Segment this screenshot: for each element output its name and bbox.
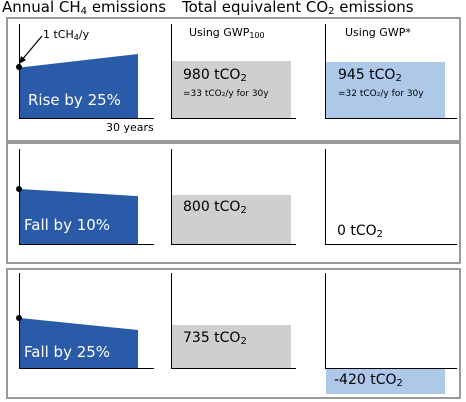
scenario-label-fall-25: Fall by 25% xyxy=(24,343,111,361)
gwpstar-note-rise: =32 tCO₂/y for 30y xyxy=(338,89,424,99)
initial-label-sub: 4 xyxy=(73,33,79,42)
annual-header-prefix: Annual CH xyxy=(2,0,81,16)
gwp100-x-axis xyxy=(171,244,296,245)
total-header-sub: 2 xyxy=(328,6,335,17)
gwpstar-value-fall-10-sub: 2 xyxy=(376,229,384,240)
initial-emission-label: 1 tCH4/y xyxy=(43,28,89,42)
gwpstar-value-fall-25: -420 tCO2 xyxy=(334,372,403,389)
gwp100-y-axis xyxy=(171,24,172,119)
emission-y-axis xyxy=(19,149,20,245)
gwp100-value-fall-25-prefix: 735 tCO xyxy=(183,330,241,346)
initial-emission-arrow xyxy=(19,35,43,64)
emission-x-axis xyxy=(19,244,154,245)
total-emissions-header: Total equivalent CO2 emissions xyxy=(182,0,414,17)
gwpstar-value-fall-25-sub: 2 xyxy=(396,378,403,389)
total-header-suffix: emissions xyxy=(334,0,414,16)
gwpstar-value-fall-10-prefix: 0 tCO xyxy=(337,223,377,239)
gwpstar-y-axis xyxy=(325,273,326,369)
gwpstar-value-rise-sub: 2 xyxy=(395,73,402,84)
gwpstar-x-axis xyxy=(325,368,457,369)
gwp100-bar-fall-25 xyxy=(172,325,291,368)
gwp100-x-axis xyxy=(171,118,296,119)
annual-emissions-header: Annual CH4 emissions xyxy=(2,0,166,17)
gwpstar-y-axis xyxy=(325,24,326,119)
emission-area-fall-10 xyxy=(20,189,138,244)
total-header-prefix: Total equivalent CO xyxy=(182,0,329,16)
scenario-panel-rise xyxy=(6,17,461,142)
gwpstar-x-axis xyxy=(325,244,457,245)
initial-label-prefix: 1 tCH xyxy=(43,28,74,41)
initial-emission-marker xyxy=(16,186,22,192)
gwpstar-y-axis xyxy=(325,149,326,245)
gwp100-note-rise: =33 tCO₂/y for 30y xyxy=(183,89,269,99)
duration-label: 30 years xyxy=(106,121,154,134)
gwpstar-bar-rise xyxy=(326,62,445,118)
gwpstar-value-fall-10: 0 tCO2 xyxy=(337,223,383,240)
emission-x-axis xyxy=(19,118,154,119)
gwpstar-value-fall-25-prefix: -420 tCO xyxy=(334,372,397,388)
gwp100-y-axis xyxy=(171,149,172,245)
gwpstar-x-axis xyxy=(325,118,457,119)
annual-header-sub: 4 xyxy=(80,6,88,17)
scenario-panel-fall-10 xyxy=(6,142,461,264)
emission-x-axis xyxy=(19,368,154,369)
initial-label-suffix: /y xyxy=(78,28,90,41)
gwp100-x-axis xyxy=(171,368,296,369)
gwp100-value-fall-10: 800 tCO2 xyxy=(183,199,247,216)
scenario-label-rise: Rise by 25% xyxy=(28,91,121,109)
gwpstar-value-rise: 945 tCO2 xyxy=(338,67,402,84)
scenario-panel-fall-25 xyxy=(6,268,461,399)
gwp100-value-rise-sub: 2 xyxy=(240,73,247,84)
gwp100-y-axis xyxy=(171,273,172,369)
gwp100-value-fall-10-sub: 2 xyxy=(240,205,247,216)
emission-y-axis xyxy=(19,273,20,369)
gwp100-value-rise-prefix: 980 tCO xyxy=(183,67,241,83)
gwp100-value-fall-25: 735 tCO2 xyxy=(183,330,247,347)
gwp100-bar-fall-10 xyxy=(172,195,291,244)
initial-emission-marker xyxy=(16,315,22,321)
gwpstar-value-rise-prefix: 945 tCO xyxy=(338,67,396,83)
gwp100-value-rise: 980 tCO2 xyxy=(183,67,247,84)
emission-y-axis xyxy=(19,24,20,119)
initial-emission-marker xyxy=(16,64,22,70)
gwp100-value-fall-10-prefix: 800 tCO xyxy=(183,199,241,215)
gwp100-column-title: Using GWP100 xyxy=(189,26,265,40)
gwp100-bar-rise xyxy=(172,61,291,118)
gwpstar-column-title: Using GWP* xyxy=(345,26,411,39)
gwp100-title-sub: 100 xyxy=(249,31,265,40)
annual-header-suffix: emissions xyxy=(87,0,167,16)
gwp100-value-fall-25-sub: 2 xyxy=(240,336,247,347)
gwpstar-bar-fall-25 xyxy=(326,369,445,394)
scenario-label-fall-10: Fall by 10% xyxy=(24,216,111,234)
gwp100-title-prefix: Using GWP xyxy=(189,26,250,39)
